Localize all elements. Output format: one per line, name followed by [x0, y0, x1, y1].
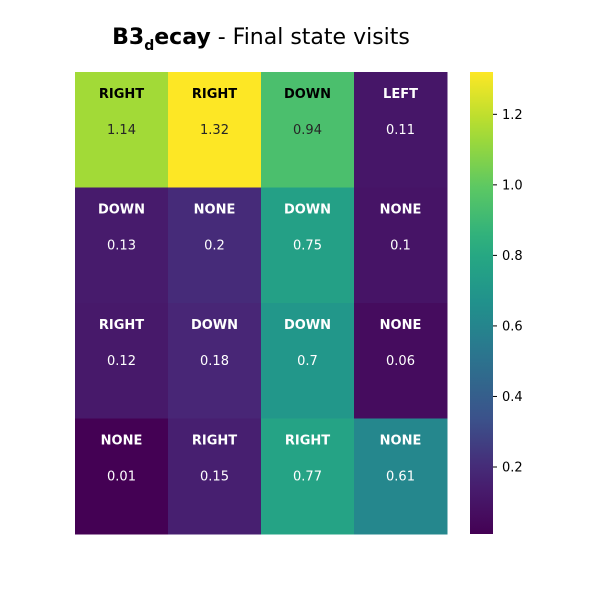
cell-action-label: DOWN — [284, 318, 331, 333]
colorbar-tick-label: 1.0 — [502, 178, 523, 193]
heatmap-cell-r0-c1 — [168, 72, 262, 188]
heatmap-cell-r2-c2 — [261, 303, 355, 419]
cell-action-label: RIGHT — [99, 87, 144, 102]
chart-title-suffix: ecay — [154, 25, 210, 50]
heatmap-cell-r0-c3 — [354, 72, 448, 188]
heatmap-grid: RIGHT 1.14 RIGHT 1.32 DOWN 0.94 LEFT 0.11 DOWN 0.… — [75, 72, 448, 535]
cell-value-label: 0.61 — [386, 470, 415, 485]
heatmap-cell-r0-c2 — [261, 72, 355, 188]
cell-value-label: 0.01 — [107, 470, 136, 485]
heatmap-cell-r3-c3 — [354, 418, 448, 535]
cell-value-label: 0.75 — [293, 239, 322, 254]
cell-action-label: RIGHT — [192, 87, 237, 102]
heatmap-cell-r2-c3 — [354, 303, 448, 419]
chart-title: B3decay - Final state visits — [112, 25, 410, 54]
cell-action-label: NONE — [194, 203, 236, 218]
cell-action-label: NONE — [380, 434, 422, 449]
cell-action-label: NONE — [380, 318, 422, 333]
cell-value-label: 0.7 — [297, 354, 318, 369]
cell-action-label: DOWN — [191, 318, 238, 333]
colorbar-tick-label: 0.6 — [502, 319, 523, 334]
cell-action-label: DOWN — [284, 203, 331, 218]
heatmap-cell-r1-c3 — [354, 187, 448, 304]
colorbar-gradient — [470, 72, 493, 534]
cell-action-label: NONE — [380, 203, 422, 218]
cell-value-label: 1.14 — [107, 123, 136, 138]
colorbar-tick-label: 0.8 — [502, 249, 523, 264]
heatmap-cell-r3-c0 — [75, 418, 169, 535]
cell-value-label: 0.13 — [107, 239, 136, 254]
cell-value-label: 0.12 — [107, 354, 136, 369]
chart-title-main: B3 — [112, 25, 144, 50]
heatmap-cell-r0-c0 — [75, 72, 169, 188]
cell-action-label: LEFT — [383, 87, 418, 102]
colorbar-tick-label: 0.4 — [502, 390, 523, 405]
colorbar: 0.2 0.4 0.6 0.8 1.0 1.2 — [470, 72, 523, 534]
heatmap-cell-r1-c2 — [261, 187, 355, 304]
cell-action-label: RIGHT — [99, 318, 144, 333]
chart-title-subscript: d — [144, 38, 154, 54]
cell-value-label: 0.06 — [386, 354, 415, 369]
cell-action-label: DOWN — [284, 87, 331, 102]
cell-action-label: RIGHT — [285, 434, 330, 449]
cell-value-label: 1.32 — [200, 123, 229, 138]
heatmap-cell-r2-c0 — [75, 303, 169, 419]
colorbar-tick-label: 1.2 — [502, 108, 523, 123]
heatmap-cell-r1-c0 — [75, 187, 169, 304]
heatmap-cell-r2-c1 — [168, 303, 262, 419]
cell-action-label: RIGHT — [192, 434, 237, 449]
colorbar-tick-label: 0.2 — [502, 460, 523, 475]
cell-value-label: 0.94 — [293, 123, 322, 138]
heatmap-cell-r1-c1 — [168, 187, 262, 304]
cell-value-label: 0.18 — [200, 354, 229, 369]
heatmap-cell-r3-c2 — [261, 418, 355, 535]
cell-value-label: 0.11 — [386, 123, 415, 138]
cell-action-label: DOWN — [98, 203, 145, 218]
cell-value-label: 0.2 — [204, 239, 225, 254]
cell-value-label: 0.1 — [390, 239, 411, 254]
cell-value-label: 0.15 — [200, 470, 229, 485]
heatmap-cell-r3-c1 — [168, 418, 262, 535]
chart-title-rest: - Final state visits — [211, 25, 410, 50]
cell-action-label: NONE — [101, 434, 143, 449]
cell-value-label: 0.77 — [293, 470, 322, 485]
